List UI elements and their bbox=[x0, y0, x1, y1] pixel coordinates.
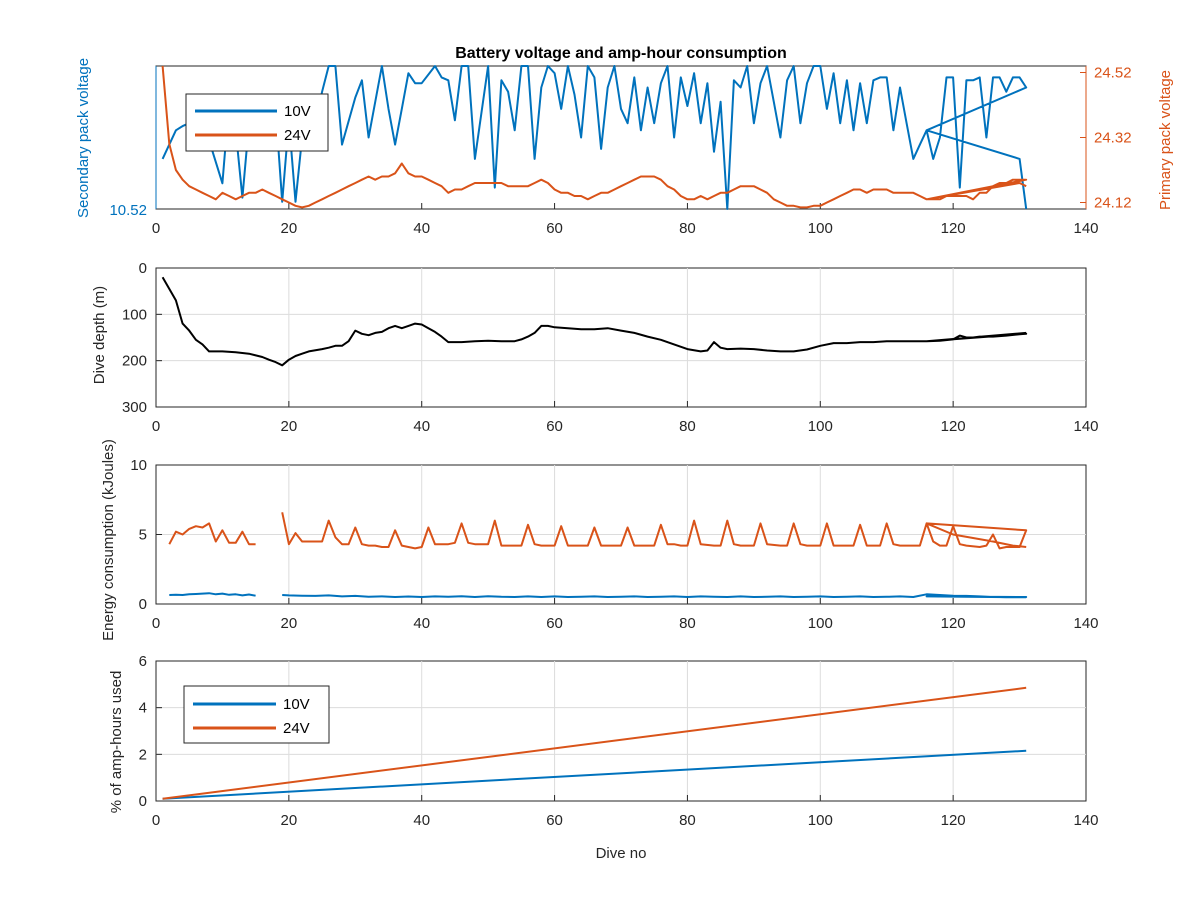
depth-x-tick-label: 60 bbox=[546, 418, 563, 435]
energy-x-tick-label: 60 bbox=[546, 615, 563, 632]
depth-x-tick-label: 140 bbox=[1073, 418, 1098, 435]
voltage-x-tick-label: 0 bbox=[152, 220, 160, 237]
depth-y-axis-label: Dive depth (m) bbox=[91, 286, 108, 384]
depth-plot-area bbox=[155, 267, 1087, 408]
energy-series bbox=[168, 512, 1028, 599]
amphours-x-tick-label: 80 bbox=[679, 812, 696, 829]
energy-y-tick-label: 10 bbox=[130, 457, 147, 474]
amphours-panel: 0 20 40 60 80 100 120 140 0 2 4 6 % of amp-hours u… bbox=[108, 653, 1099, 862]
depth-line bbox=[161, 276, 1028, 367]
energy-x-tick-label: 140 bbox=[1073, 615, 1098, 632]
amphours-grid bbox=[156, 661, 1086, 801]
amphours-y-tick-label: 2 bbox=[139, 746, 147, 763]
energy-x-tick-label: 80 bbox=[679, 615, 696, 632]
depth-x-tick-label: 20 bbox=[281, 418, 298, 435]
voltage-right-tick-label: 24.52 bbox=[1094, 65, 1132, 82]
energy-x-tick-label: 100 bbox=[808, 615, 833, 632]
voltage-legend-24v-label: 24V bbox=[284, 127, 311, 144]
energy-panel: 0 20 40 60 80 100 120 140 0 5 10 Energy consumpti… bbox=[100, 439, 1099, 641]
amphours-legend-24v-label: 24V bbox=[283, 720, 310, 737]
energy-10v-line bbox=[169, 592, 256, 597]
energy-x-tick-label: 0 bbox=[152, 615, 160, 632]
amphours-24v-line bbox=[162, 686, 1027, 800]
depth-y-tick-label: 300 bbox=[122, 399, 147, 416]
energy-x-axis: 0 20 40 60 80 100 120 140 bbox=[152, 598, 1099, 632]
amphours-legend: 10V 24V bbox=[183, 685, 330, 744]
amphours-y-tick-label: 4 bbox=[139, 700, 147, 717]
voltage-left-tick-label: 10.52 bbox=[109, 202, 147, 219]
voltage-x-tick-label: 120 bbox=[941, 220, 966, 237]
energy-24v-line bbox=[168, 522, 256, 546]
amphours-series bbox=[162, 686, 1027, 800]
voltage-left-axis: 10.52 bbox=[109, 66, 157, 219]
amphours-y-tick-label: 0 bbox=[139, 793, 147, 810]
amphours-y-axis: 0 2 4 6 bbox=[139, 653, 162, 810]
depth-x-tick-label: 40 bbox=[413, 418, 430, 435]
voltage-legend-box bbox=[185, 93, 329, 152]
voltage-legend-10v-label: 10V bbox=[284, 103, 311, 120]
voltage-right-axis-label: Primary pack voltage bbox=[1157, 70, 1174, 210]
depth-y-tick-label: 0 bbox=[139, 260, 147, 277]
voltage-10v-line bbox=[161, 65, 1028, 210]
voltage-x-tick-label: 100 bbox=[808, 220, 833, 237]
amphours-x-axis: 0 20 40 60 80 100 120 140 bbox=[152, 795, 1099, 829]
voltage-x-tick-label: 140 bbox=[1073, 220, 1098, 237]
voltage-x-tick-label: 80 bbox=[679, 220, 696, 237]
amphours-x-tick-label: 100 bbox=[808, 812, 833, 829]
energy-x-tick-label: 20 bbox=[281, 615, 298, 632]
amphours-10v-line bbox=[162, 749, 1027, 800]
depth-y-tick-label: 100 bbox=[122, 306, 147, 323]
depth-y-tick-label: 200 bbox=[122, 353, 147, 370]
amphours-legend-box bbox=[183, 685, 330, 744]
amphours-y-axis-label: % of amp-hours used bbox=[108, 671, 125, 814]
energy-y-axis: 0 5 10 bbox=[130, 457, 162, 613]
voltage-left-axis-label: Secondary pack voltage bbox=[75, 58, 92, 218]
amphours-x-tick-label: 140 bbox=[1073, 812, 1098, 829]
voltage-panel: Battery voltage and amp-hour consumption… bbox=[75, 45, 1174, 237]
amphours-x-tick-label: 60 bbox=[546, 812, 563, 829]
energy-x-tick-label: 120 bbox=[941, 615, 966, 632]
voltage-legend: 10V 24V bbox=[185, 93, 329, 152]
voltage-x-tick-label: 40 bbox=[413, 220, 430, 237]
amphours-x-tick-label: 20 bbox=[281, 812, 298, 829]
voltage-x-tick-label: 20 bbox=[281, 220, 298, 237]
energy-10v-line bbox=[282, 593, 1028, 599]
depth-x-tick-label: 0 bbox=[152, 418, 160, 435]
depth-y-axis: 0 100 200 300 bbox=[122, 260, 162, 416]
amphours-legend-10v-label: 10V bbox=[283, 696, 310, 713]
voltage-right-tick-label: 24.12 bbox=[1094, 195, 1132, 212]
depth-x-axis: 0 20 40 60 80 100 120 140 bbox=[152, 401, 1099, 435]
voltage-x-axis: 0 20 40 60 80 100 120 140 bbox=[152, 203, 1099, 237]
amphours-x-tick-label: 40 bbox=[413, 812, 430, 829]
energy-24v-line bbox=[281, 512, 1028, 550]
voltage-x-tick-label: 60 bbox=[546, 220, 563, 237]
amphours-x-tick-label: 120 bbox=[941, 812, 966, 829]
depth-series bbox=[161, 276, 1028, 367]
energy-y-tick-label: 0 bbox=[139, 596, 147, 613]
depth-x-tick-label: 120 bbox=[941, 418, 966, 435]
voltage-series bbox=[161, 65, 1028, 210]
amphours-x-axis-label: Dive no bbox=[596, 845, 647, 862]
depth-panel: 0 20 40 60 80 100 120 140 0 100 200 300 Dive depth… bbox=[91, 260, 1099, 435]
depth-x-tick-label: 80 bbox=[679, 418, 696, 435]
amphours-x-tick-label: 0 bbox=[152, 812, 160, 829]
energy-x-tick-label: 40 bbox=[413, 615, 430, 632]
depth-x-tick-label: 100 bbox=[808, 418, 833, 435]
amphours-y-tick-label: 6 bbox=[139, 653, 147, 670]
energy-y-tick-label: 5 bbox=[139, 527, 147, 544]
energy-y-axis-label: Energy consumption (kJoules) bbox=[100, 439, 117, 641]
voltage-chart-title: Battery voltage and amp-hour consumption bbox=[455, 45, 787, 62]
voltage-right-axis: 24.12 24.32 24.52 bbox=[1080, 65, 1132, 212]
voltage-24v-line bbox=[161, 65, 1028, 209]
depth-grid bbox=[156, 268, 1086, 407]
voltage-right-tick-label: 24.32 bbox=[1094, 130, 1132, 147]
